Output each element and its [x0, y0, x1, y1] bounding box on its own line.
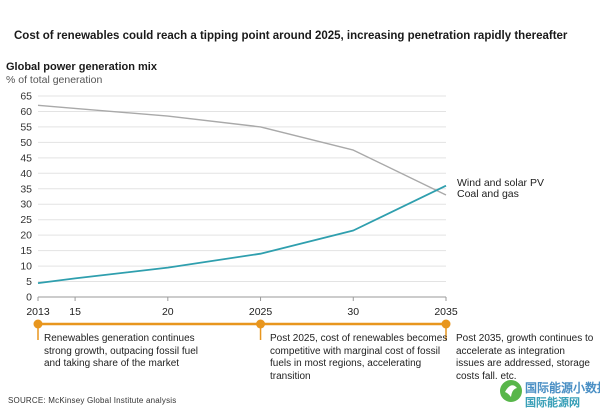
series-label-wind-and-solar: Wind and solar PV — [457, 177, 544, 189]
y-tick-label: 45 — [20, 152, 32, 164]
timeline-marker — [33, 319, 43, 329]
y-tick-label: 65 — [20, 91, 32, 103]
source-note: SOURCE: McKinsey Global Institute analys… — [8, 396, 177, 405]
chart-subtitle: % of total generation — [6, 74, 103, 86]
y-tick-label: 25 — [20, 214, 32, 226]
series-line-coal-and-gas — [37, 104, 447, 196]
x-tick-label: 2025 — [249, 306, 273, 318]
series-line-wind-and-solar — [37, 184, 447, 284]
y-tick-label: 10 — [20, 261, 32, 273]
timeline-marker — [441, 319, 451, 329]
y-tick-label: 35 — [20, 183, 32, 195]
x-tick-label: 2035 — [434, 306, 458, 318]
watermark-line-1: 国际能源小数据 — [525, 381, 600, 395]
headline: Cost of renewables could reach a tipping… — [14, 30, 568, 42]
x-tick-label: 15 — [69, 306, 81, 318]
y-tick-label: 0 — [26, 292, 32, 304]
y-tick-label: 55 — [20, 121, 32, 133]
phase-1-note: Renewables generation continues strong g… — [44, 333, 198, 369]
watermark: 国际能源小数据 国际能源网 — [498, 378, 600, 412]
y-tick-label: 50 — [20, 137, 32, 149]
series-label-coal-and-gas: Coal and gas — [457, 188, 519, 200]
y-tick-label: 60 — [20, 106, 32, 118]
x-tick-label: 2013 — [26, 306, 50, 318]
y-tick-label: 15 — [20, 245, 32, 257]
watermark-logo-icon — [500, 380, 522, 402]
watermark-line-2: 国际能源网 — [525, 396, 580, 409]
phase-3-note: Post 2035, growth continues to accelerat… — [456, 333, 594, 379]
phase-2-note: Post 2025, cost of renewables becomes co… — [270, 333, 448, 382]
y-tick-label: 40 — [20, 168, 32, 180]
y-tick-label: 20 — [20, 230, 32, 242]
x-tick-label: 30 — [347, 306, 359, 318]
y-tick-label: 30 — [20, 199, 32, 211]
timeline-marker — [256, 319, 266, 329]
x-tick-label: 20 — [162, 306, 174, 318]
y-tick-label: 5 — [26, 276, 32, 288]
chart-title: Global power generation mix — [6, 61, 157, 73]
